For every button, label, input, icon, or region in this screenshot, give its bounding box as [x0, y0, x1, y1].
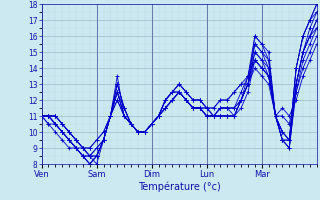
- X-axis label: Température (°c): Température (°c): [138, 181, 220, 192]
